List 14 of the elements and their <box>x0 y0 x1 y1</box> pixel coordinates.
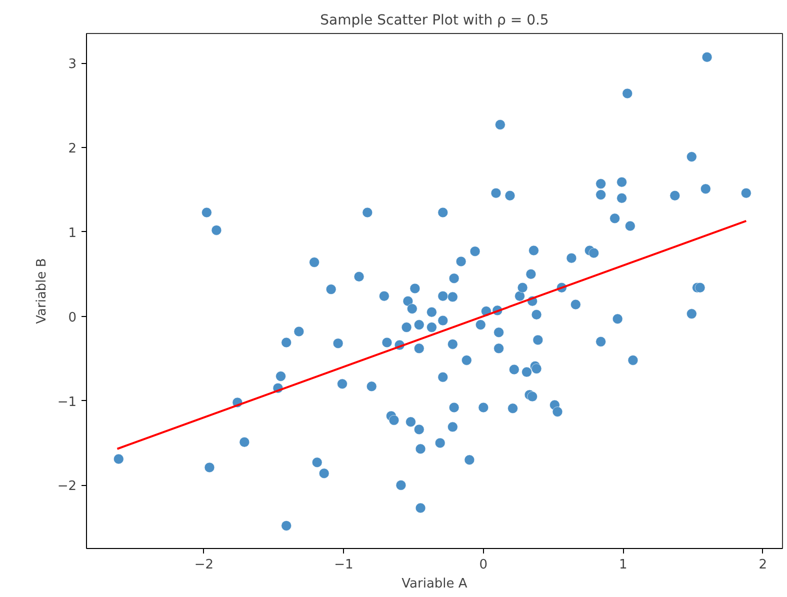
y-tick-label: 0 <box>68 310 77 326</box>
x-tick-label: 2 <box>758 558 768 572</box>
x-axis-title: Variable A <box>402 576 468 592</box>
y-tick-label: 3 <box>68 57 77 72</box>
y-tick-label: 1 <box>68 226 77 241</box>
x-tick-label: 0 <box>479 558 488 572</box>
chart-title: Sample Scatter Plot with ρ = 0.5 <box>320 12 549 28</box>
x-tick-label: −1 <box>334 558 354 572</box>
y-tick-label: −1 <box>57 394 77 410</box>
x-tick-label: −2 <box>194 558 214 572</box>
y-tick-label: −2 <box>57 479 77 494</box>
x-tick-label: 1 <box>619 558 628 572</box>
y-tick-label: 2 <box>68 141 77 156</box>
y-axis-title: Variable B <box>34 258 50 324</box>
